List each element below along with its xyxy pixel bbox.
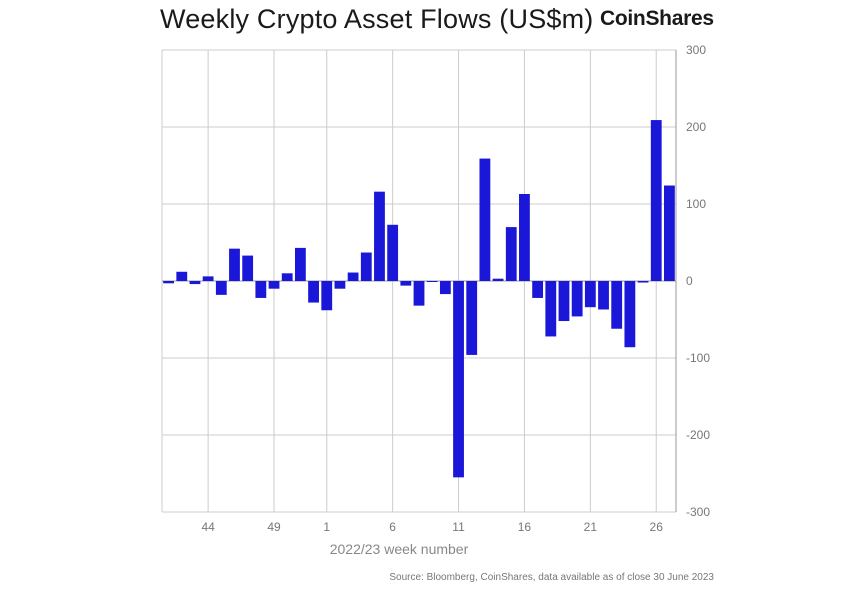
bar <box>255 281 267 298</box>
bar <box>176 271 188 281</box>
x-tick-label: 6 <box>389 520 396 534</box>
bar <box>400 281 412 286</box>
x-tick-label: 21 <box>584 520 598 534</box>
coinshares-logo: CoinShares <box>600 7 714 30</box>
bar <box>334 281 346 289</box>
bar <box>202 276 214 281</box>
source-note: Source: Bloomberg, CoinShares, data avai… <box>389 572 714 583</box>
bar <box>308 281 319 303</box>
bar <box>664 185 675 281</box>
x-tick-label: 49 <box>267 520 281 534</box>
bar <box>453 281 464 478</box>
bar <box>374 191 385 281</box>
bar <box>189 281 201 285</box>
bar <box>611 281 623 329</box>
bar <box>637 281 649 283</box>
y-tick-label: -100 <box>686 351 710 365</box>
y-tick-label: -200 <box>686 428 710 442</box>
bar <box>624 281 636 348</box>
x-tick-label: 11 <box>452 520 465 534</box>
bar <box>163 281 174 284</box>
y-tick-label: 100 <box>686 197 706 211</box>
bar <box>598 281 609 310</box>
bar <box>281 273 293 281</box>
bar <box>294 247 306 281</box>
bar <box>387 224 399 281</box>
bar <box>545 281 557 337</box>
bar <box>426 281 438 282</box>
bar <box>558 281 570 322</box>
bar <box>439 281 451 295</box>
bar <box>584 281 596 308</box>
bar <box>347 272 359 281</box>
bar <box>215 281 227 295</box>
y-tick-label: 0 <box>686 274 693 288</box>
x-tick-label: 16 <box>518 520 532 534</box>
bar <box>229 248 240 281</box>
x-tick-label: 26 <box>650 520 664 534</box>
bar <box>466 281 478 355</box>
bar <box>242 255 254 281</box>
y-tick-label: 200 <box>686 120 706 134</box>
x-tick-label: 44 <box>201 520 215 534</box>
bar <box>505 227 517 281</box>
bar <box>571 281 583 317</box>
y-tick-label: -300 <box>686 505 710 519</box>
bar <box>519 193 530 281</box>
bar <box>321 281 333 311</box>
y-tick-label: 300 <box>686 43 706 57</box>
chart-title: Weekly Crypto Asset Flows (US$m) <box>160 4 594 34</box>
bar <box>479 158 491 281</box>
x-axis-label: 2022/23 week number <box>330 541 469 557</box>
bar <box>532 281 544 298</box>
bar <box>650 120 662 281</box>
bar <box>492 278 504 281</box>
bar <box>413 281 425 306</box>
x-tick-label: 1 <box>323 520 330 534</box>
bar <box>268 281 280 289</box>
bar <box>360 252 372 281</box>
